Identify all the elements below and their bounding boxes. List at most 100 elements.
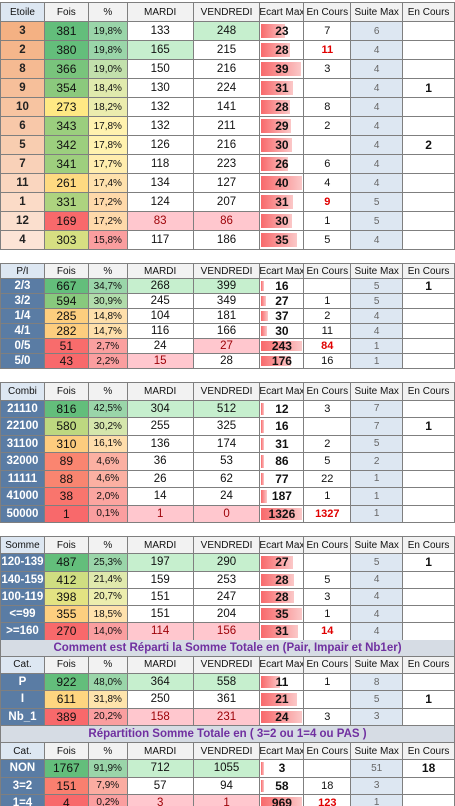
friday-cell: 224 [193, 79, 261, 98]
label-text: 4 [19, 234, 26, 246]
percent-cell: 18,2% [88, 98, 128, 117]
count-text: 303 [56, 233, 77, 247]
count-text: 285 [56, 309, 77, 323]
current-cell: 84 [304, 339, 352, 354]
max-run-cell: 5 [351, 691, 404, 709]
friday-cell: 247 [193, 588, 261, 606]
percent-cell: 48,0% [88, 674, 128, 692]
percent-cell: 21,4% [88, 571, 128, 589]
max-run-cell: 6 [351, 22, 404, 41]
header-text: Ecart Max [260, 539, 305, 551]
label-cell: 12 [1, 212, 45, 231]
current-run-cell [403, 294, 455, 309]
current-cell: 5 [304, 453, 352, 471]
current-cell: 7 [304, 22, 352, 41]
percent-cell: 42,5% [88, 400, 128, 418]
tuesday-text: 117 [150, 234, 170, 246]
tuesday-cell: 24 [127, 339, 194, 354]
max-run-cell: 4 [351, 231, 404, 250]
current-cell [304, 760, 352, 778]
label-cell: 3 [1, 22, 45, 41]
tuesday-cell: 114 [127, 623, 194, 641]
friday-cell: 558 [193, 674, 261, 692]
friday-text: 223 [216, 158, 237, 170]
max-run-cell: 4 [351, 155, 404, 174]
friday-text: 156 [216, 625, 237, 638]
header-text: En Cours [306, 659, 349, 671]
tuesday-text: 197 [150, 556, 170, 569]
max-run-cell: 5 [351, 193, 404, 212]
count-text: 354 [56, 81, 77, 95]
header-text: En Cours [407, 659, 450, 671]
tuesday-cell: 118 [127, 155, 194, 174]
count-cell: 398 [44, 588, 89, 606]
percent-text: 15,8% [93, 234, 122, 246]
current-cell: 1 [304, 606, 352, 624]
count-cell: 273 [44, 98, 89, 117]
current-run-cell [403, 674, 455, 692]
friday-text: 361 [216, 693, 237, 706]
max-run-cell: 7 [351, 418, 404, 436]
max-run-text: 5 [373, 295, 380, 307]
max-run-text: 4 [373, 608, 380, 620]
table-section: Répartition Somme Totale en ( 3=2 ou 1=4… [0, 725, 455, 806]
max-gap-text: 24 [275, 709, 289, 724]
percent-text: 25,3% [93, 556, 122, 568]
current-cell: 2 [304, 309, 352, 324]
data-row: 120-139 487 25,3% 197 290 27 5 1 [0, 554, 455, 572]
data-bar [261, 138, 293, 152]
header-cell: Ecart Max [260, 743, 305, 761]
percent-cell: 17,7% [88, 155, 128, 174]
max-gap-text: 31 [275, 624, 289, 639]
data-bar [261, 356, 292, 366]
count-cell: 38 [44, 488, 89, 506]
tuesday-text: 104 [150, 310, 170, 322]
current-cell [304, 279, 352, 294]
count-text: 43 [59, 354, 74, 368]
data-bar [261, 779, 265, 792]
friday-text: 325 [216, 420, 237, 433]
percent-text: 17,4% [93, 177, 122, 189]
max-gap-text: 3 [278, 761, 286, 776]
max-gap-text: 969 [271, 795, 292, 806]
current-text: 2 [324, 437, 331, 450]
count-text: 4 [63, 795, 70, 806]
header-cell: Fois [44, 537, 89, 555]
label-cell: 2/3 [1, 279, 45, 294]
tuesday-cell: 132 [127, 117, 194, 136]
data-row: P 922 48,0% 364 558 11 1 8 [0, 674, 455, 692]
max-gap-text: 28 [275, 589, 289, 604]
label-text: 4/1 [14, 325, 31, 337]
label-text: 2 [19, 44, 26, 56]
friday-cell: 181 [193, 309, 261, 324]
count-text: 594 [56, 294, 77, 308]
data-bar [261, 214, 293, 228]
percent-text: 2,0% [96, 490, 120, 502]
label-text: I [20, 693, 25, 706]
label-cell: P [1, 674, 45, 692]
header-cell: Suite Max [351, 383, 404, 401]
current-cell: 8 [304, 98, 352, 117]
count-text: 922 [56, 675, 77, 690]
max-gap-text: 27 [275, 555, 289, 570]
header-text: % [103, 265, 113, 277]
current-cell [304, 79, 352, 98]
header-text: MARDI [144, 265, 177, 277]
friday-cell: 86 [193, 212, 261, 231]
max-gap-cell: 58 [260, 777, 305, 795]
tuesday-cell: 26 [127, 470, 194, 488]
max-run-text: 7 [373, 403, 380, 415]
tuesday-cell: 150 [127, 60, 194, 79]
max-run-cell: 5 [351, 294, 404, 309]
count-text: 580 [56, 419, 77, 434]
data-bar [261, 100, 291, 114]
header-cell: Cat. [1, 743, 45, 761]
max-gap-cell: 187 [260, 488, 305, 506]
max-gap-cell: 29 [260, 117, 305, 136]
percent-cell: 91,9% [88, 760, 128, 778]
data-bar [261, 296, 266, 306]
data-row: 1/4 285 14,8% 104 181 37 2 4 [0, 309, 455, 324]
percent-cell: 2,7% [88, 339, 128, 354]
count-text: 1 [63, 506, 70, 521]
max-run-text: 1 [373, 355, 380, 367]
